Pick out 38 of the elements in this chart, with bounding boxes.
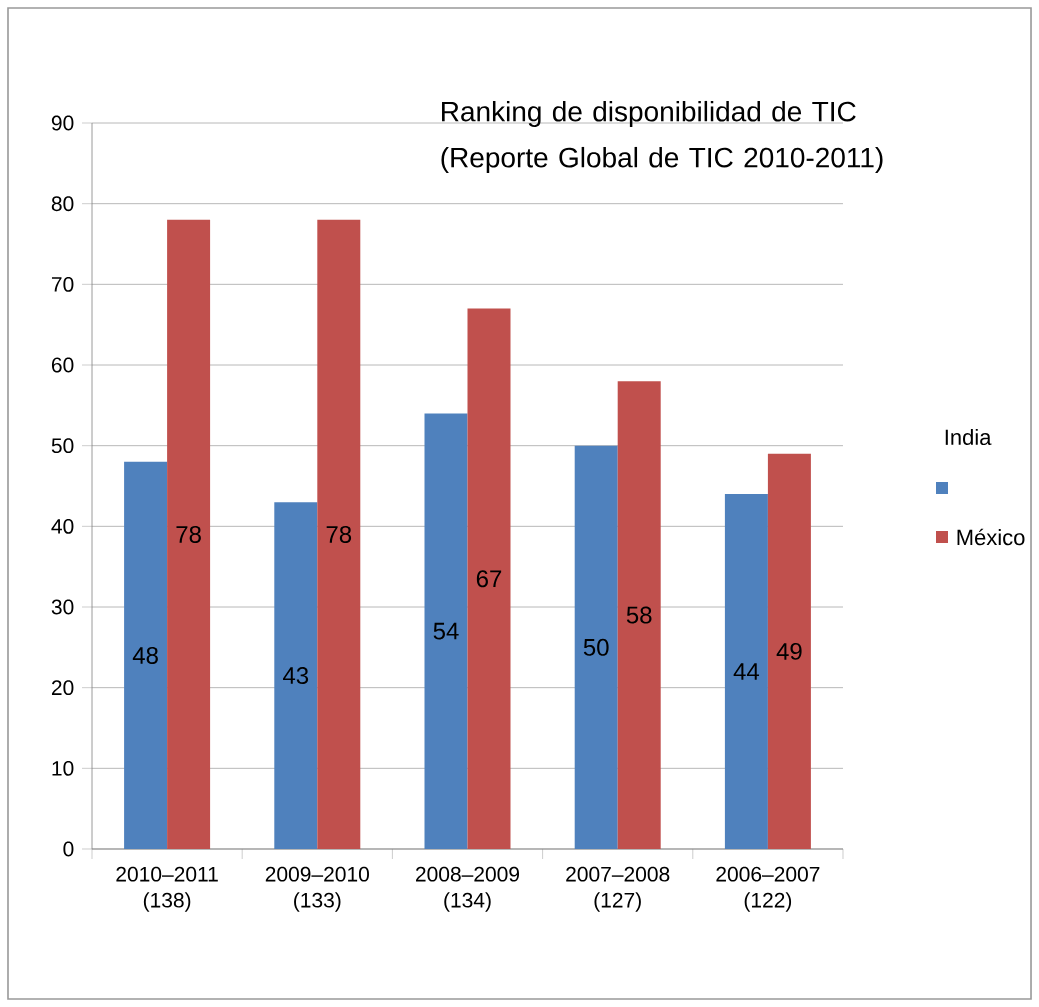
legend-title: India [945,428,992,446]
data-label: 48 [132,646,158,664]
y-tick-label: 0 [63,841,74,857]
x-tick-label: 2006–2007 (122) [716,866,820,912]
bar [124,461,168,849]
y-tick-label: 80 [51,196,74,212]
data-label: 43 [283,667,309,685]
y-tick-label: 20 [51,680,74,696]
x-tick-label: 2010–2011 (138) [116,866,218,912]
y-tick-label: 30 [51,599,74,615]
bar [467,308,511,849]
data-label: 78 [326,525,352,543]
x-tick-label: 2009–2010 (133) [265,866,369,912]
bar [617,381,661,849]
legend-label: México [957,528,1025,546]
bar [274,502,318,849]
y-tick-label: 50 [51,438,74,454]
data-label: 67 [476,570,502,588]
y-tick-label: 90 [51,115,74,131]
chart-title: Ranking de disponibilidad de TIC (Reporte Global de TIC 2010-2011) [441,100,883,174]
bar [424,413,468,849]
bar [167,219,211,849]
data-label: 49 [776,642,802,660]
bar [767,453,811,849]
data-label: 78 [176,525,201,543]
data-label: 50 [583,638,609,656]
bar [724,494,768,849]
y-tick-label: 70 [51,276,74,292]
y-tick-label: 40 [51,518,74,534]
data-label: 54 [433,622,459,640]
y-tick-label: 60 [51,357,74,373]
x-tick-label: 2007–2008 (127) [566,866,670,912]
data-label: 44 [733,663,760,680]
y-tick-label: 10 [52,760,74,776]
bar [317,219,361,849]
bar [574,445,618,849]
data-label: 58 [626,606,652,624]
x-tick-label: 2008–2009 (134) [416,866,520,912]
